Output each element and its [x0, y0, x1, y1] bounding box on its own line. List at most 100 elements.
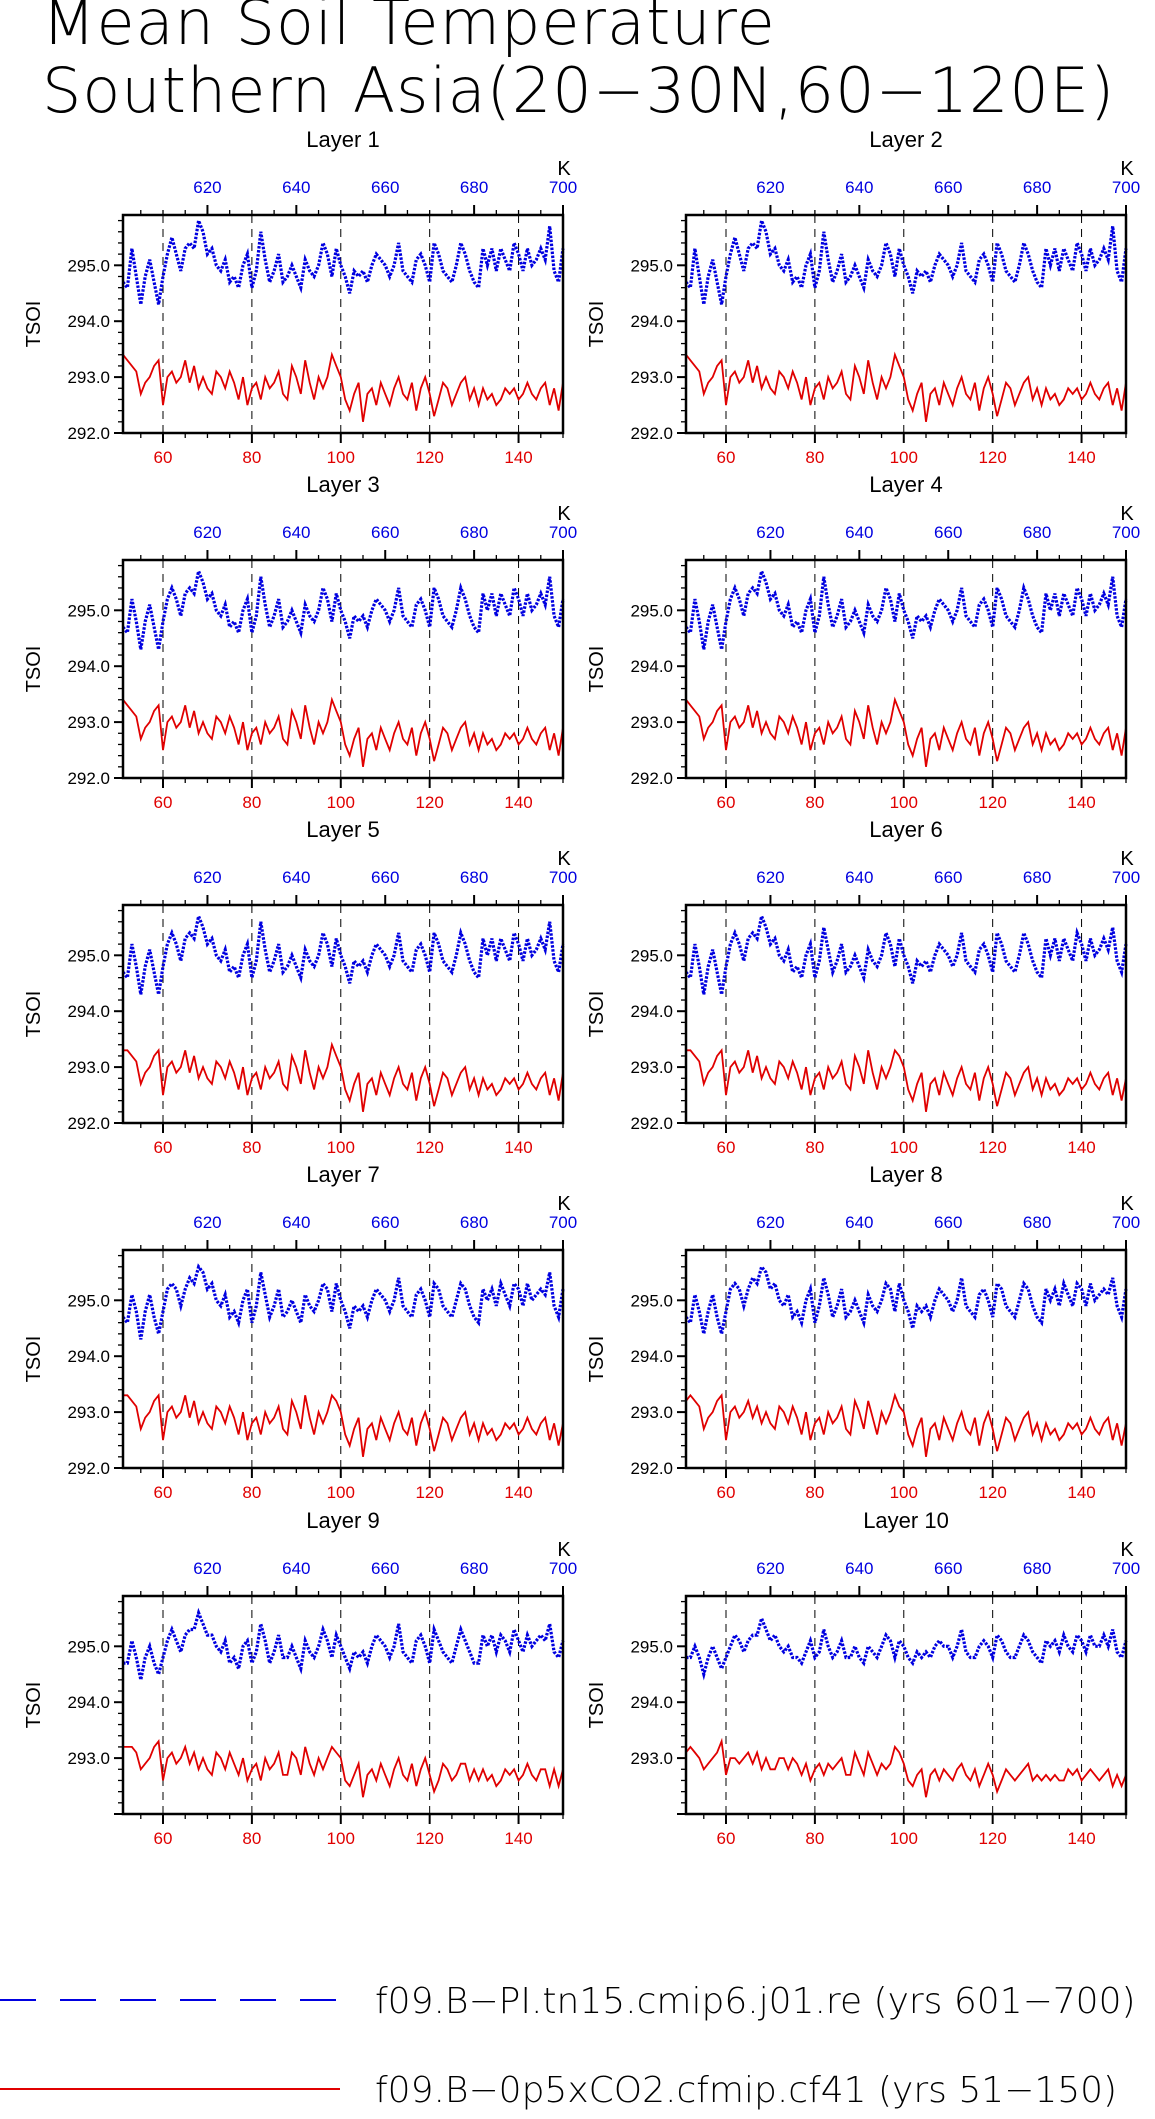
plot-frame — [121, 558, 565, 780]
chart-panel-4: Layer 4 292.0 293.0 294.0 295.0 TSOI 60 80 100 12… — [586, 472, 1140, 812]
x-top-tick-label: 700 — [1112, 868, 1140, 887]
y-axis-label: TSOI — [586, 1682, 608, 1729]
top-axis-unit: K — [1120, 158, 1134, 180]
y-axis-label: TSOI — [23, 1682, 45, 1729]
series-line-0p5xco2 — [122, 351, 564, 422]
y-axis-label: TSOI — [586, 301, 608, 348]
y-tick-label: 293.0 — [67, 1058, 110, 1077]
plot-frame — [684, 1594, 1128, 1816]
plot-frame — [121, 213, 565, 435]
x-bottom-tick-label: 80 — [242, 793, 261, 812]
x-top-tick-label: 680 — [1023, 1559, 1051, 1578]
x-bottom-tick-label: 120 — [415, 448, 443, 467]
series-line-pi — [121, 1263, 565, 1340]
y-tick-label: 293.0 — [630, 1403, 673, 1422]
x-top-tick-label: 640 — [282, 178, 310, 197]
x-bottom-tick-label: 100 — [890, 1483, 918, 1502]
chart-panel-6: Layer 6 292.0 293.0 294.0 295.0 TSOI 60 80 100 12… — [586, 817, 1140, 1157]
x-top-tick-label: 700 — [549, 868, 577, 887]
legend-label-0p5xco2: f09.B−0p5xCO2.cfmip.cf41 (yrs 51−150) — [375, 2070, 1117, 2111]
series-line-0p5xco2 — [123, 1041, 564, 1112]
y-tick-label: 293.0 — [630, 713, 673, 732]
y-tick-label: 294.0 — [630, 1347, 673, 1366]
figure-title-line2: Southern Asia(20−30N,60−120E) — [42, 54, 1115, 127]
x-top-tick-label: 680 — [460, 1213, 488, 1232]
x-bottom-tick-label: 140 — [1067, 1829, 1095, 1848]
x-top-tick-label: 660 — [934, 178, 962, 197]
series-line-0p5xco2 — [685, 696, 1127, 767]
x-top-tick-label: 680 — [1023, 178, 1051, 197]
x-bottom-tick-label: 120 — [415, 793, 443, 812]
x-top-tick-label: 700 — [1112, 1559, 1140, 1578]
x-top-tick-label: 640 — [282, 523, 310, 542]
plot-frame — [684, 213, 1128, 435]
x-bottom-tick-label: 100 — [890, 448, 918, 467]
y-tick-label: 295.0 — [630, 1637, 673, 1656]
chart-panel-10: Layer 10 293.0 294.0 295.0 TSOI 60 80 100 120 140… — [586, 1508, 1140, 1848]
x-top-tick-label: 700 — [549, 523, 577, 542]
y-tick-label: 294.0 — [67, 1002, 110, 1021]
y-axis-label: TSOI — [586, 646, 608, 693]
y-tick-label: 292.0 — [67, 769, 110, 788]
x-top-tick-label: 620 — [756, 1213, 784, 1232]
x-top-tick-label: 660 — [371, 1213, 399, 1232]
x-top-tick-label: 700 — [1112, 1213, 1140, 1232]
series-line-pi — [123, 1607, 565, 1681]
x-bottom-tick-label: 60 — [154, 1138, 173, 1157]
x-top-tick-label: 640 — [282, 1213, 310, 1232]
x-bottom-tick-label: 60 — [717, 448, 736, 467]
panel-title: Layer 2 — [869, 127, 942, 152]
x-bottom-tick-label: 80 — [242, 1829, 261, 1848]
x-top-tick-label: 620 — [193, 1213, 221, 1232]
plot-frame — [121, 1594, 565, 1816]
x-top-tick-label: 620 — [193, 523, 221, 542]
legend-label-pi: f09.B−PI.tn15.cmip6.j01.re (yrs 601−700) — [375, 1981, 1136, 2022]
top-axis-unit: K — [557, 158, 571, 180]
panel-title: Layer 8 — [869, 1162, 942, 1187]
panel-title: Layer 5 — [306, 817, 379, 842]
x-bottom-tick-label: 140 — [1067, 793, 1095, 812]
x-top-tick-label: 660 — [371, 1559, 399, 1578]
panel-title: Layer 4 — [869, 472, 942, 497]
x-top-tick-label: 620 — [756, 178, 784, 197]
x-top-tick-label: 680 — [1023, 1213, 1051, 1232]
y-tick-label: 293.0 — [630, 1749, 673, 1768]
plot-frame — [121, 903, 565, 1125]
x-bottom-tick-label: 140 — [504, 1483, 532, 1502]
y-tick-label: 294.0 — [630, 1693, 673, 1712]
x-bottom-tick-label: 140 — [504, 793, 532, 812]
y-tick-label: 294.0 — [67, 657, 110, 676]
series-line-pi — [684, 565, 1128, 650]
panel-title: Layer 10 — [863, 1508, 949, 1533]
x-top-tick-label: 620 — [193, 868, 221, 887]
y-tick-label: 293.0 — [67, 713, 110, 732]
x-top-tick-label: 640 — [282, 868, 310, 887]
x-top-tick-label: 660 — [934, 1559, 962, 1578]
y-tick-label: 295.0 — [630, 601, 673, 620]
x-bottom-tick-label: 100 — [327, 793, 355, 812]
series-line-pi — [684, 1263, 1128, 1335]
series-line-0p5xco2 — [123, 1739, 564, 1798]
x-bottom-tick-label: 120 — [978, 793, 1006, 812]
x-bottom-tick-label: 120 — [415, 1483, 443, 1502]
x-top-tick-label: 700 — [549, 178, 577, 197]
x-top-tick-label: 640 — [282, 1559, 310, 1578]
x-top-tick-label: 700 — [1112, 523, 1140, 542]
y-tick-label: 292.0 — [67, 424, 110, 443]
x-top-tick-label: 620 — [756, 1559, 784, 1578]
x-bottom-tick-label: 140 — [504, 1829, 532, 1848]
top-axis-unit: K — [557, 1539, 571, 1561]
x-bottom-tick-label: 140 — [1067, 1483, 1095, 1502]
x-top-tick-label: 680 — [460, 868, 488, 887]
top-axis-unit: K — [1120, 848, 1134, 870]
x-bottom-tick-label: 100 — [890, 793, 918, 812]
x-bottom-tick-label: 80 — [805, 793, 824, 812]
y-tick-label: 292.0 — [630, 769, 673, 788]
x-top-tick-label: 640 — [845, 178, 873, 197]
y-axis-label: TSOI — [23, 646, 45, 693]
x-bottom-tick-label: 80 — [242, 448, 261, 467]
y-axis-label: TSOI — [586, 991, 608, 1038]
x-top-tick-label: 680 — [460, 1559, 488, 1578]
plot-frame — [121, 1248, 565, 1470]
